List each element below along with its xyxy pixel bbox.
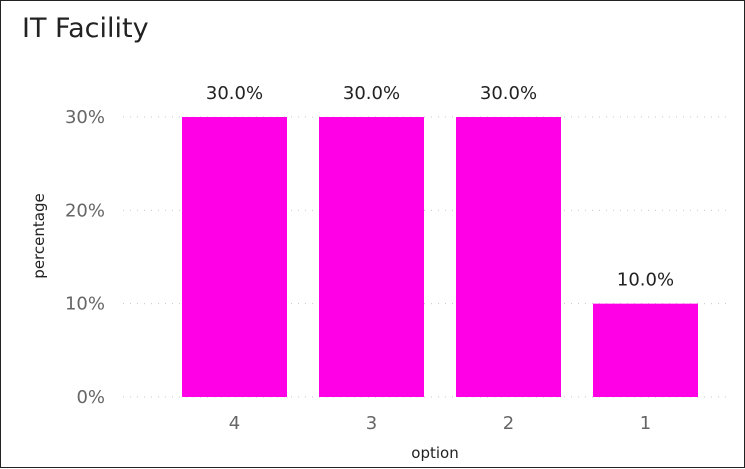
x-tick-label: 4	[229, 413, 240, 434]
bar[interactable]	[456, 117, 561, 397]
bar[interactable]	[182, 117, 287, 397]
x-axis-ticks: 4 3 2 1	[229, 413, 651, 434]
x-tick-label: 3	[366, 413, 377, 434]
x-axis-title: option	[411, 444, 458, 462]
y-tick-label: 10%	[65, 294, 105, 315]
y-tick-label: 0%	[76, 387, 105, 408]
x-tick-label: 1	[640, 413, 651, 434]
bar[interactable]	[593, 303, 698, 397]
data-label: 30.0%	[343, 83, 400, 104]
bar[interactable]	[319, 117, 424, 397]
data-label: 30.0%	[480, 83, 537, 104]
chart-title: IT Facility	[22, 13, 149, 44]
y-axis-title: percentage	[30, 193, 48, 278]
data-label: 30.0%	[206, 83, 263, 104]
data-label: 10.0%	[617, 270, 674, 291]
y-tick-label: 30%	[65, 107, 105, 128]
data-labels: 30.0% 30.0% 30.0% 10.0%	[206, 83, 674, 291]
y-tick-label: 20%	[65, 200, 105, 221]
y-axis-ticks: 0% 10% 20% 30%	[65, 107, 105, 408]
bars	[182, 117, 698, 397]
x-tick-label: 2	[503, 413, 514, 434]
